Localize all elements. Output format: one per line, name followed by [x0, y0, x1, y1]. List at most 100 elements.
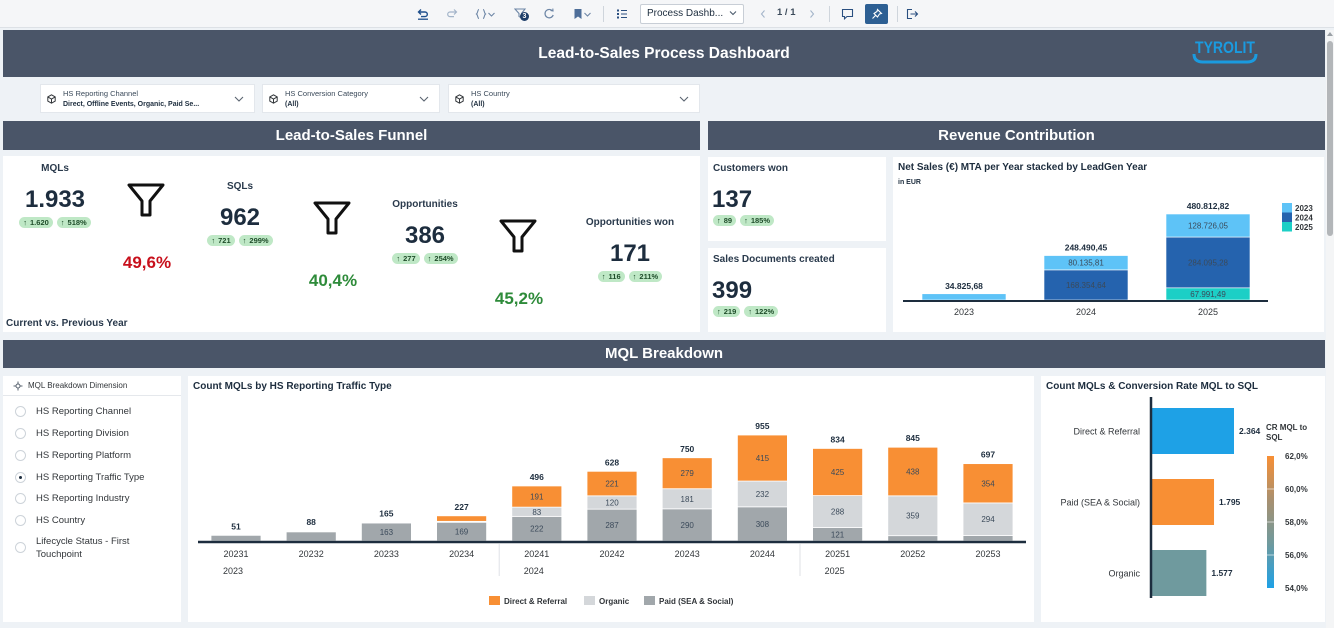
delta-badges: 219 122% [713, 306, 779, 317]
previous-page-button[interactable] [757, 5, 769, 23]
radio-button[interactable] [15, 450, 26, 461]
net-sales-bar-segment [1043, 269, 1129, 301]
dashboard-header: Lead-to-Sales Process Dashboard TYROLIT [3, 30, 1325, 77]
cr-category-label: Paid (SEA & Social) [1060, 498, 1140, 508]
redo-button[interactable] [445, 5, 459, 23]
filter-hs-reporting-channel[interactable]: HS Reporting Channel Direct, Offline Eve… [40, 84, 255, 113]
vertical-scrollbar[interactable] [1326, 30, 1334, 628]
mql-legend-label: Paid (SEA & Social) [659, 597, 734, 606]
arrow-up-icon [748, 306, 755, 317]
delta-badges: 277 254% [340, 253, 510, 264]
funnel-stage-opportunities: Opportunities 386 277 254% [340, 199, 510, 264]
mql-segment-label: 120 [605, 498, 619, 507]
page-select-dropdown[interactable]: Process Dashb... [640, 4, 744, 24]
radio-button[interactable] [15, 472, 26, 483]
radio-option-hs-reporting-division[interactable]: HS Reporting Division [3, 427, 181, 445]
stage-label: Opportunities [392, 199, 458, 210]
mql-x-tick-label: 20244 [750, 549, 775, 559]
radio-option-lifecycle-status[interactable]: Lifecycle Status - First Touchpoint [3, 535, 181, 563]
scrollbar-thumb[interactable] [1327, 41, 1333, 236]
chart-title: Count MQLs & Conversion Rate MQL to SQL [1046, 381, 1259, 392]
net-sales-bar-segment [1043, 255, 1129, 271]
radio-button[interactable] [15, 406, 26, 417]
delta-badges: 89 185% [713, 215, 775, 226]
filter-label: HS Reporting Channel [63, 89, 139, 98]
braces-icon [475, 8, 486, 20]
radio-option-hs-reporting-industry[interactable]: HS Reporting Industry [3, 492, 181, 510]
filter-value: (All) [285, 101, 299, 108]
mql-total-label: 750 [680, 444, 694, 454]
comment-button[interactable] [840, 5, 854, 23]
chevron-down-icon [419, 96, 429, 102]
mql-total-label: 697 [981, 450, 995, 460]
mql-segment-label: 232 [756, 490, 770, 499]
radio-button[interactable] [15, 428, 26, 439]
net-sales-bar-segment [1165, 213, 1251, 238]
radio-option-hs-country[interactable]: HS Country [3, 514, 181, 532]
net-sales-legend-swatch [1282, 222, 1292, 232]
kpi-card-customers-won: Customers won 137 89 185% [708, 157, 886, 241]
exit-button[interactable] [905, 5, 919, 23]
delta-absolute-value: 721 [218, 236, 231, 245]
filter-button[interactable]: 3 [512, 5, 530, 23]
mql-legend-label: Organic [599, 597, 630, 606]
funnel-icon [127, 183, 165, 217]
cr-value-label: 2.364 [1239, 426, 1261, 436]
mql-segment-label: 191 [530, 493, 544, 502]
mql-bar-segment [436, 515, 488, 522]
dimension-selector-title: MQL Breakdown Dimension [28, 381, 128, 390]
kpi-label: Sales Documents created [713, 254, 835, 265]
cr-legend-title-line: CR MQL to [1266, 423, 1307, 432]
bookmark-button[interactable] [570, 5, 594, 23]
next-page-button[interactable] [806, 5, 818, 23]
mql-bar-segment [661, 457, 713, 490]
filter-hs-country[interactable]: HS Country (All) [448, 84, 700, 113]
net-sales-segment-label: 80.135,81 [1068, 259, 1104, 268]
refresh-button[interactable] [542, 5, 556, 23]
net-sales-legend-swatch [1282, 212, 1292, 222]
dimension-icon [47, 94, 56, 104]
variables-button[interactable] [472, 5, 498, 23]
radio-label: Lifecycle Status - First Touchpoint [36, 536, 130, 560]
net-sales-legend-label: 2025 [1295, 223, 1313, 232]
mql-segment-label: 163 [380, 528, 394, 537]
mql-segment-label: 181 [681, 495, 695, 504]
undo-button[interactable] [416, 5, 430, 23]
radio-button[interactable] [15, 515, 26, 526]
delta-percent-badge: 254% [423, 253, 458, 264]
kpi-card-sales-documents: Sales Documents created 399 219 122% [708, 248, 886, 332]
radio-button[interactable] [15, 493, 26, 504]
delta-absolute-badge: 116 [597, 271, 625, 282]
mql-total-label: 51 [231, 521, 241, 531]
pin-icon [871, 8, 883, 19]
radio-button[interactable] [15, 542, 26, 553]
radio-label: HS Reporting Traffic Type [36, 472, 145, 483]
scroll-up-arrow-icon[interactable] [1327, 32, 1333, 36]
delta-absolute-badge: 721 [207, 235, 235, 246]
mql-traffic-type-chart: 51 20231 88 20232 163 165 20233 169 227 20234 222 8… [198, 421, 1026, 606]
delta-percent-badge: 122% [744, 306, 779, 317]
cr-value-label: 1.577 [1211, 568, 1233, 578]
toolbar: 3 Process Dashb... 1 / 1 [0, 0, 1334, 28]
delta-absolute-value: 89 [723, 216, 733, 225]
conversion-rate-opportunity-won: 45,2% [494, 289, 544, 308]
pin-button[interactable] [865, 4, 888, 24]
net-sales-total-label: 480.812,82 [1187, 201, 1230, 211]
filter-hs-conversion-category[interactable]: HS Conversion Category (All) [262, 84, 440, 113]
mql-segment-label: 169 [455, 528, 469, 537]
radio-option-hs-reporting-channel[interactable]: HS Reporting Channel [3, 405, 181, 423]
filter-value: (All) [471, 101, 485, 108]
arrow-up-icon [61, 217, 68, 228]
page-indicator: 1 / 1 [777, 7, 796, 18]
page-title: Lead-to-Sales Process Dashboard [538, 45, 790, 62]
logo-arc [1192, 53, 1258, 64]
tyrolit-logo: TYROLIT [1192, 38, 1258, 64]
outline-button[interactable] [615, 5, 629, 23]
mql-segment-label: 354 [981, 479, 995, 488]
delta-percent-value: 254% [434, 254, 454, 263]
radio-option-hs-reporting-platform[interactable]: HS Reporting Platform [3, 449, 181, 467]
section-header-mql-breakdown: MQL Breakdown [3, 340, 1325, 368]
mql-total-label: 955 [755, 421, 769, 431]
delta-badges: 116 211% [545, 271, 715, 282]
radio-option-hs-reporting-traffic-type[interactable]: HS Reporting Traffic Type [3, 471, 181, 489]
